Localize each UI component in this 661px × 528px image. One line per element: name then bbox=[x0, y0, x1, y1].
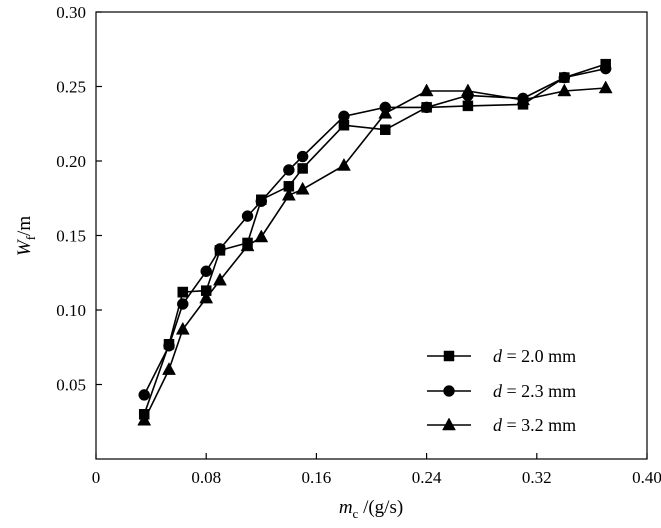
data-point-triangle bbox=[378, 105, 393, 119]
data-point-circle bbox=[283, 164, 295, 176]
data-point-triangle bbox=[213, 272, 227, 286]
x-axis-label-unit: /(g/s) bbox=[358, 497, 403, 518]
data-point-circle bbox=[558, 71, 571, 84]
data-point-circle bbox=[599, 62, 612, 75]
data-point-triangle bbox=[281, 187, 296, 201]
legend-item: d = 2.3 mm bbox=[427, 381, 576, 401]
data-point-circle bbox=[338, 110, 350, 123]
x-tick-label: 0.32 bbox=[522, 468, 552, 487]
data-point-circle bbox=[138, 389, 150, 401]
data-point-circle bbox=[177, 298, 189, 310]
y-tick-label: 0.10 bbox=[56, 301, 86, 320]
data-point-square bbox=[177, 286, 189, 298]
data-point-circle bbox=[296, 150, 309, 163]
data-point-square bbox=[380, 124, 391, 135]
y-axis-label-var: W bbox=[14, 238, 35, 256]
series-circle bbox=[138, 62, 612, 401]
legend-item: d = 3.2 mm bbox=[427, 415, 576, 435]
y-axis-label-unit: /m bbox=[14, 216, 35, 236]
series-line bbox=[143, 63, 606, 415]
series-layer bbox=[137, 58, 613, 426]
x-tick-label: 0.24 bbox=[412, 468, 442, 487]
data-point-square bbox=[297, 163, 308, 174]
legend-label: d = 3.2 mm bbox=[493, 415, 576, 435]
y-tick-label: 0.30 bbox=[56, 3, 86, 22]
x-axis: 0 0.08 0.16 0.24 0.32 0.40 bbox=[92, 453, 661, 487]
data-point-triangle bbox=[598, 80, 613, 94]
x-tick-label: 0.16 bbox=[302, 468, 332, 487]
data-point-triangle bbox=[461, 83, 475, 97]
data-point-square bbox=[462, 100, 474, 112]
y-axis: 0.05 0.10 0.15 0.20 0.25 0.30 bbox=[56, 3, 102, 395]
data-point-triangle bbox=[557, 83, 572, 97]
y-tick-label: 0.20 bbox=[56, 152, 86, 171]
legend-marker-square bbox=[443, 350, 455, 362]
series-line bbox=[143, 67, 606, 396]
data-point-circle bbox=[163, 340, 175, 352]
data-point-triangle bbox=[137, 412, 152, 426]
legend-item: d = 2.0 mm bbox=[427, 346, 576, 366]
x-tick-label: 0.08 bbox=[191, 468, 221, 487]
y-tick-label: 0.25 bbox=[56, 78, 86, 97]
legend: d = 2.0 mm d = 2.3 mm d = 3.2 mm bbox=[427, 346, 576, 435]
x-tick-label: 0 bbox=[92, 468, 101, 487]
y-axis-label-sub: f bbox=[23, 235, 38, 240]
x-axis-label-sub: c bbox=[353, 506, 359, 521]
data-point-circle bbox=[255, 195, 268, 207]
data-point-triangle bbox=[240, 238, 255, 252]
x-tick-label: 0.40 bbox=[632, 468, 661, 487]
data-point-circle bbox=[214, 243, 226, 255]
data-point-triangle bbox=[516, 92, 530, 106]
y-tick-label: 0.15 bbox=[56, 227, 86, 246]
data-point-triangle bbox=[337, 157, 351, 171]
data-point-triangle bbox=[162, 362, 176, 375]
x-axis-label-var: m bbox=[339, 497, 353, 518]
legend-marker-triangle bbox=[442, 417, 456, 431]
x-axis-label: mc /(g/s) bbox=[339, 497, 403, 521]
data-point-circle bbox=[420, 101, 433, 114]
legend-marker-circle bbox=[443, 385, 455, 397]
y-tick-label: 0.05 bbox=[56, 376, 86, 395]
data-point-circle bbox=[200, 265, 212, 278]
legend-label: d = 2.0 mm bbox=[493, 346, 576, 366]
data-point-triangle bbox=[254, 229, 269, 243]
data-point-triangle bbox=[419, 83, 434, 97]
y-axis-label: Wf/m bbox=[14, 216, 38, 256]
data-point-circle bbox=[241, 210, 254, 222]
series-triangle bbox=[137, 80, 613, 426]
series-line bbox=[143, 87, 606, 421]
data-point-triangle bbox=[295, 181, 310, 195]
data-point-triangle bbox=[175, 321, 190, 335]
legend-label: d = 2.3 mm bbox=[493, 381, 576, 401]
data-point-triangle bbox=[199, 290, 214, 304]
